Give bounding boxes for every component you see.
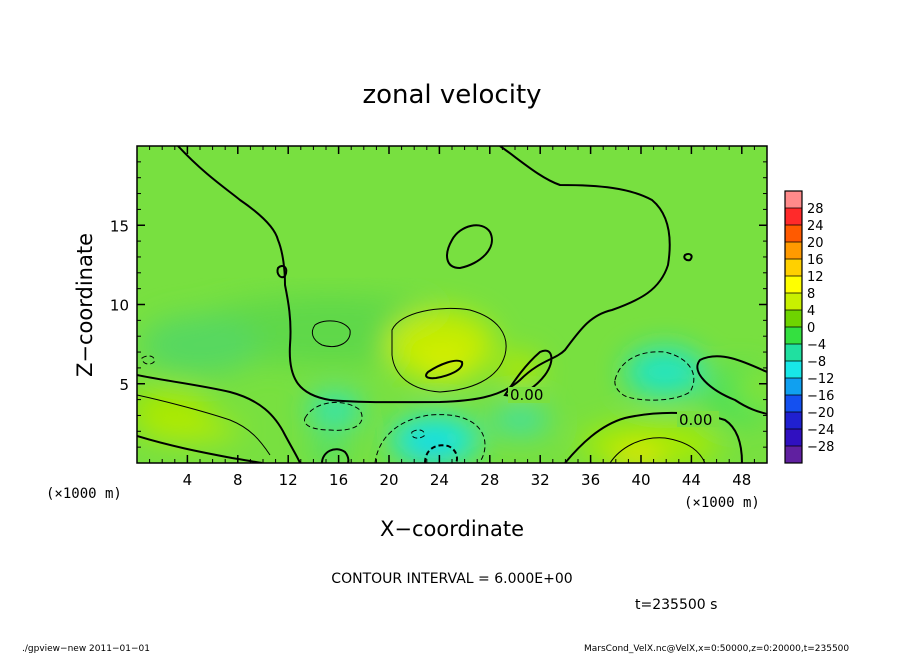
y-axis-unit: (×1000 m) xyxy=(46,486,122,502)
colorbar-label: −12 xyxy=(807,372,834,387)
colorbar-swatch xyxy=(785,361,802,379)
contour-lines xyxy=(137,146,767,463)
positive-contour-right xyxy=(609,437,706,463)
colorbar-label: −28 xyxy=(807,440,834,455)
x-axis-label: X−coordinate xyxy=(380,517,524,541)
colorbar-label: 24 xyxy=(807,219,824,234)
x-tick-label: 16 xyxy=(329,471,348,489)
contour-label-bg-2 xyxy=(677,411,719,427)
colorbar-swatch xyxy=(785,259,802,277)
field-blobs xyxy=(137,295,767,463)
zero-contour-right xyxy=(564,411,743,463)
colorbar-swatch xyxy=(785,310,802,328)
contour-label-group: 0.00 0.00 xyxy=(508,386,719,429)
y-tick-label: 10 xyxy=(110,297,129,315)
colorbar-swatch xyxy=(785,344,802,362)
colorbar-label: 12 xyxy=(807,270,824,285)
contour-label-bg-1 xyxy=(508,387,550,403)
x-tick-label: 40 xyxy=(631,471,650,489)
x-tick-label: 8 xyxy=(233,471,243,489)
colorbar-label: −4 xyxy=(807,338,826,353)
x-tick-label: 36 xyxy=(581,471,600,489)
colorbar-swatch xyxy=(785,429,802,447)
colorbar-swatch xyxy=(785,276,802,294)
colorbar-swatch xyxy=(785,242,802,260)
x-tick-label: 12 xyxy=(279,471,298,489)
x-tick-label: 4 xyxy=(183,471,193,489)
colorbar: 28 24 20 16 12 8 4 0 −4 −8 −12 −16 −20 −24 −28 xyxy=(784,190,834,464)
colorbar-swatch xyxy=(785,208,802,226)
x-tick-label: 32 xyxy=(531,471,550,489)
colorbar-label: 4 xyxy=(807,304,815,319)
colorbar-swatch xyxy=(785,191,802,209)
colorbar-label: 8 xyxy=(807,287,815,302)
negative-contour-center xyxy=(303,401,363,431)
plot-area: 0.00 0.00 xyxy=(137,146,767,463)
x-tick-label: 20 xyxy=(379,471,398,489)
y-tick-label: 5 xyxy=(119,376,129,394)
positive-contour-center xyxy=(391,307,507,393)
positive-closed-contour xyxy=(425,359,464,380)
negative-contour-bottom xyxy=(374,414,486,463)
colorbar-label: −16 xyxy=(807,389,834,404)
chart-title: zonal velocity xyxy=(362,80,541,110)
negative-contour-right xyxy=(614,351,695,401)
time-text: t=235500 s xyxy=(635,597,717,613)
footer-right: MarsCond_VelX.nc@VelX,x=0:50000,z=0:2000… xyxy=(584,644,849,654)
colorbar-label: 16 xyxy=(807,253,824,268)
footer-left: ./gpview−new 2011−01−01 xyxy=(22,644,150,654)
contour-label-1: 0.00 xyxy=(510,386,543,404)
negative-contour-strong xyxy=(424,444,458,463)
colorbar-label: −20 xyxy=(807,406,834,421)
colorbar-swatch xyxy=(785,412,802,430)
small-closed-contour xyxy=(683,252,693,262)
negative-contour-small-2 xyxy=(411,429,425,439)
y-axis-label: Z−coordinate xyxy=(73,233,97,377)
contour-label-2: 0.00 xyxy=(679,411,712,429)
colorbar-label: 28 xyxy=(807,202,824,217)
zero-contour-lower-left xyxy=(137,374,301,463)
colorbar-swatch xyxy=(785,327,802,345)
colorbar-swatch xyxy=(785,225,802,243)
positive-contour-lower-left xyxy=(137,394,271,456)
colorbar-label: −24 xyxy=(807,423,834,438)
colorbar-label: −8 xyxy=(807,355,826,370)
x-tick-label: 48 xyxy=(732,471,751,489)
x-axis-unit: (×1000 m) xyxy=(684,495,760,511)
colorbar-swatch xyxy=(785,378,802,396)
contour-interval-text: CONTOUR INTERVAL = 6.000E+00 xyxy=(331,571,572,587)
x-tick-label: 44 xyxy=(682,471,701,489)
x-tick-label: 24 xyxy=(430,471,449,489)
y-tick-label: 15 xyxy=(110,217,129,235)
colorbar-swatch xyxy=(785,446,802,464)
colorbar-label: 20 xyxy=(807,236,824,251)
zero-contour-bottom-left xyxy=(137,435,263,463)
zero-contour-right-upper xyxy=(696,355,767,415)
positive-contour-left xyxy=(311,320,351,347)
colorbar-swatch xyxy=(785,293,802,311)
negative-contour-small xyxy=(141,355,155,365)
zero-contour-main xyxy=(177,146,671,404)
colorbar-swatch xyxy=(785,395,802,413)
zero-contour-upper-closed xyxy=(446,224,493,270)
x-tick-label: 28 xyxy=(480,471,499,489)
zero-contour-bottom-center xyxy=(321,448,350,463)
small-closed-contour-left xyxy=(276,265,288,279)
colorbar-label: 0 xyxy=(807,321,815,336)
